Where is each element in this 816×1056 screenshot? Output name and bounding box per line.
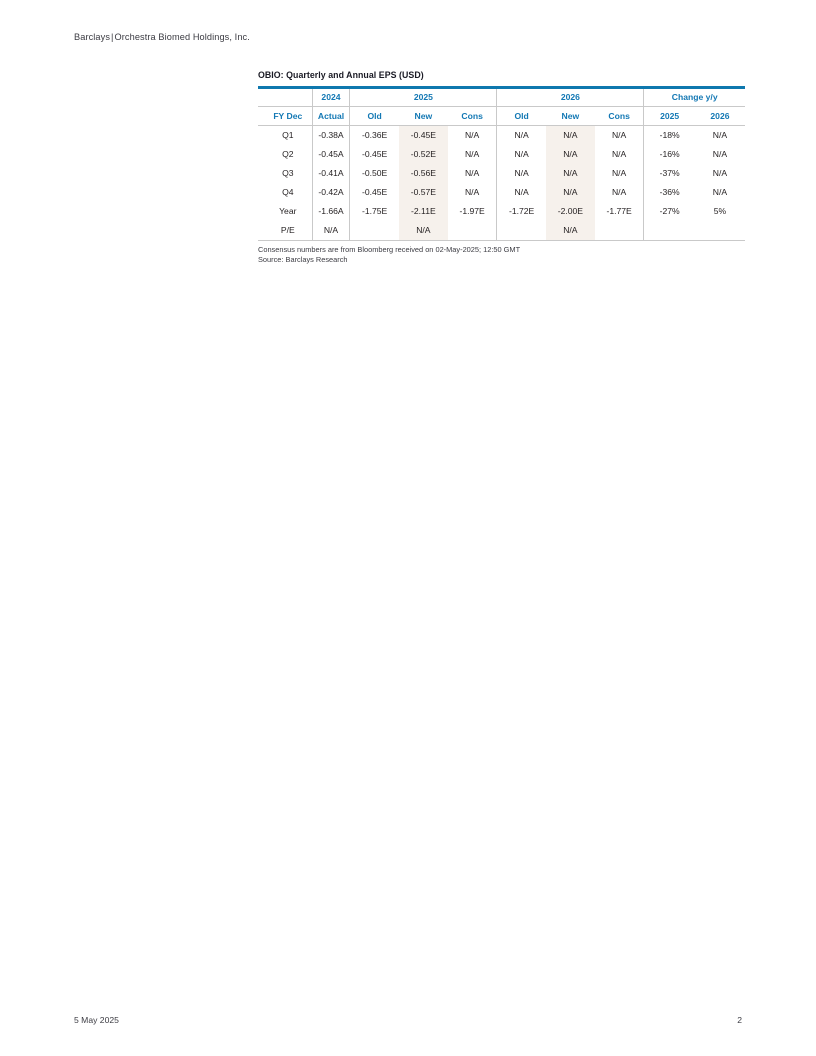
running-header-separator: | (111, 32, 114, 42)
cell-2025-cons (447, 221, 497, 241)
row-label: Year (279, 206, 297, 216)
cell-2026-new: N/A (545, 145, 595, 164)
column-header-2025-new: New (398, 106, 448, 126)
cell-2025-new: -0.45E (398, 125, 448, 145)
exhibit-title: OBIO: Quarterly and Annual EPS (USD) (258, 70, 424, 80)
table-row: Q3 -0.41A -0.50E -0.56E N/A N/A N/A N/A … (258, 164, 745, 183)
group-header-row: 2024 2025 2026 Change y/y (258, 89, 745, 107)
cell-2025-new: -0.56E (398, 164, 448, 183)
column-header-change-2026: 2026 (694, 106, 745, 126)
group-header-2024: 2024 (311, 89, 350, 107)
column-header-2026-old: Old (496, 106, 546, 126)
column-header-actual: Actual (311, 106, 350, 126)
table-notes: Consensus numbers are from Bloomberg rec… (258, 245, 745, 265)
cell-2025-new: N/A (398, 221, 448, 241)
cell-2026-cons: N/A (611, 130, 627, 140)
group-header-change-yy: Change y/y (643, 89, 745, 107)
cell-2026-new: N/A (545, 221, 595, 241)
cell-2026-old: N/A (496, 164, 546, 183)
row-label: Q1 (282, 130, 294, 140)
column-header-fy-dec: FY Dec (258, 106, 313, 126)
cell-change-2025: -36% (643, 183, 695, 202)
cell-2025-cons: N/A (464, 130, 480, 140)
cell-change-2025: -27% (643, 202, 695, 221)
cell-2025-cons: N/A (464, 149, 480, 159)
cell-change-2025 (643, 221, 695, 241)
note-consensus: Consensus numbers are from Bloomberg rec… (258, 245, 521, 254)
column-header-row: FY Dec Actual Old New Cons Old New Cons … (258, 106, 745, 126)
row-label: Q3 (282, 168, 294, 178)
top-rule-cell (258, 86, 745, 89)
cell-2025-cons: N/A (464, 187, 480, 197)
cell-change-2026: 5% (713, 206, 727, 216)
row-label: Q2 (282, 149, 294, 159)
column-header-2025-old: Old (349, 106, 399, 126)
cell-actual: -0.45A (311, 145, 350, 164)
column-header-change-2025: 2025 (643, 106, 695, 126)
cell-2026-old: N/A (496, 183, 546, 202)
page-footer: 5 May 2025 2 (74, 1015, 742, 1025)
cell-2025-old (349, 221, 399, 241)
table-top-rule (258, 86, 745, 89)
cell-change-2026: N/A (712, 130, 728, 140)
group-header-blank (258, 89, 313, 107)
cell-2025-old: -0.50E (349, 164, 399, 183)
cell-change-2026 (694, 221, 745, 241)
cell-2026-new: N/A (545, 164, 595, 183)
group-header-2026: 2026 (496, 89, 644, 107)
cell-2026-old: -1.72E (496, 202, 546, 221)
running-header: Barclays|Orchestra Biomed Holdings, Inc. (74, 32, 250, 42)
cell-2026-cons: N/A (611, 187, 627, 197)
cell-2025-cons: -1.97E (459, 206, 485, 216)
cell-2026-cons: N/A (611, 168, 627, 178)
table-row: Q4 -0.42A -0.45E -0.57E N/A N/A N/A N/A … (258, 183, 745, 202)
cell-2025-cons: N/A (464, 168, 480, 178)
cell-2026-old: N/A (496, 125, 546, 145)
group-header-2025: 2025 (349, 89, 497, 107)
column-header-2026-cons: Cons (594, 106, 644, 126)
cell-2026-old: N/A (496, 145, 546, 164)
cell-actual: -1.66A (311, 202, 350, 221)
table-row: Q1 -0.38A -0.36E -0.45E N/A N/A N/A N/A … (258, 125, 745, 145)
cell-2025-new: -2.11E (398, 202, 448, 221)
row-label: Q4 (282, 187, 294, 197)
cell-2026-cons: N/A (611, 149, 627, 159)
cell-2026-new: N/A (545, 183, 595, 202)
running-header-company: Orchestra Biomed Holdings, Inc. (114, 32, 250, 42)
cell-2025-old: -1.75E (349, 202, 399, 221)
cell-2025-new: -0.52E (398, 145, 448, 164)
cell-actual: -0.42A (311, 183, 350, 202)
table-row: P/E N/A N/A N/A (258, 221, 745, 241)
cell-change-2025: -37% (643, 164, 695, 183)
running-header-brand: Barclays (74, 32, 111, 42)
cell-actual: -0.38A (311, 125, 350, 145)
cell-actual: N/A (311, 221, 350, 241)
cell-2025-old: -0.45E (349, 183, 399, 202)
cell-2025-new: -0.57E (398, 183, 448, 202)
cell-change-2025: -16% (643, 145, 695, 164)
table-row: Year -1.66A -1.75E -2.11E -1.97E -1.72E … (258, 202, 745, 221)
cell-2026-cons: -1.77E (606, 206, 632, 216)
cell-2026-new: -2.00E (545, 202, 595, 221)
eps-table: 2024 2025 2026 Change y/y FY Dec Actual … (258, 86, 745, 241)
cell-2026-old (496, 221, 546, 241)
cell-2025-old: -0.45E (349, 145, 399, 164)
footer-date: 5 May 2025 (74, 1015, 119, 1025)
cell-2026-new: N/A (545, 125, 595, 145)
column-header-2026-new: New (545, 106, 595, 126)
cell-change-2026: N/A (712, 187, 728, 197)
table-row: Q2 -0.45A -0.45E -0.52E N/A N/A N/A N/A … (258, 145, 745, 164)
column-header-2025-cons: Cons (447, 106, 497, 126)
row-label: P/E (258, 221, 313, 241)
eps-exhibit: OBIO: Quarterly and Annual EPS (USD) 202… (258, 70, 745, 265)
cell-change-2026: N/A (712, 168, 728, 178)
footer-page-number: 2 (737, 1015, 742, 1025)
cell-actual: -0.41A (311, 164, 350, 183)
cell-2025-old: -0.36E (349, 125, 399, 145)
note-source: Source: Barclays Research (258, 254, 348, 264)
cell-2026-cons (594, 221, 644, 241)
cell-change-2026: N/A (712, 149, 728, 159)
cell-change-2025: -18% (643, 125, 695, 145)
